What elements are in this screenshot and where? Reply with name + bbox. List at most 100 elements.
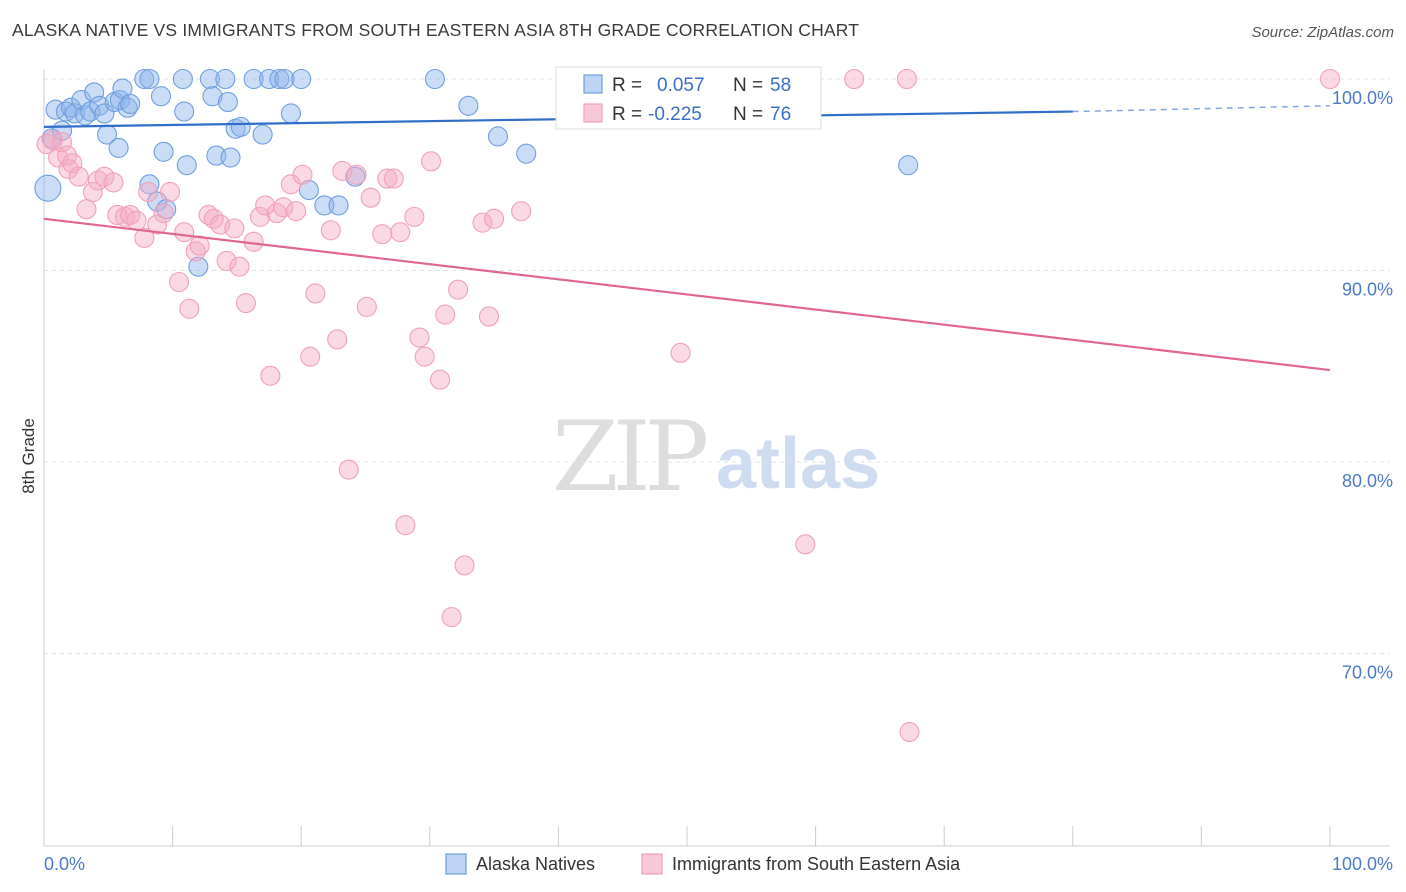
point-immigrants bbox=[404, 206, 425, 227]
watermark: ZIP atlas bbox=[552, 401, 880, 513]
point-alaska-natives bbox=[108, 137, 129, 158]
y-tick-label: 100.0% bbox=[1332, 88, 1393, 108]
y-tick-label: 80.0% bbox=[1342, 471, 1393, 491]
point-immigrants bbox=[896, 68, 917, 90]
point-immigrants bbox=[216, 250, 237, 271]
point-alaska-natives bbox=[898, 155, 919, 176]
point-immigrants bbox=[168, 271, 190, 293]
point-alaska-natives bbox=[217, 91, 238, 113]
legend: Alaska Natives Immigrants from South Eas… bbox=[445, 853, 961, 875]
point-immigrants bbox=[68, 166, 89, 187]
point-alaska-natives bbox=[202, 86, 223, 107]
point-alaska-natives bbox=[269, 68, 290, 90]
point-immigrants bbox=[430, 369, 451, 390]
legend-label-immigrants: Immigrants from South Eastern Asia bbox=[672, 854, 961, 874]
stats-r-value: -0.225 bbox=[648, 104, 702, 125]
stats-swatch-blue bbox=[583, 74, 603, 94]
point-alaska-natives bbox=[424, 68, 445, 90]
trend-line-alaska-natives-extension bbox=[1072, 105, 1331, 113]
point-immigrants bbox=[292, 164, 313, 185]
point-alaska-natives bbox=[298, 180, 319, 201]
point-alaska-natives bbox=[94, 103, 115, 124]
point-immigrants bbox=[448, 279, 469, 300]
axes bbox=[43, 70, 1390, 847]
point-immigrants bbox=[511, 201, 532, 222]
stats-n-label: N = bbox=[733, 75, 763, 96]
point-immigrants bbox=[224, 218, 245, 239]
y-axis-label: 8th Grade bbox=[19, 418, 38, 494]
stats-n-value: 76 bbox=[770, 104, 791, 125]
point-immigrants bbox=[153, 203, 174, 224]
point-alaska-natives bbox=[258, 68, 280, 90]
point-immigrants bbox=[36, 134, 57, 155]
point-immigrants bbox=[273, 197, 294, 218]
point-immigrants bbox=[174, 222, 195, 243]
point-immigrants bbox=[120, 204, 141, 226]
point-alaska-natives bbox=[487, 126, 509, 147]
point-immigrants bbox=[82, 181, 103, 203]
point-immigrants bbox=[844, 68, 865, 90]
point-immigrants bbox=[126, 210, 147, 231]
point-immigrants bbox=[203, 208, 224, 229]
point-immigrants bbox=[320, 220, 341, 241]
point-alaska-natives bbox=[252, 124, 273, 145]
point-alaska-natives bbox=[291, 68, 312, 90]
point-immigrants bbox=[383, 168, 404, 189]
point-alaska-natives bbox=[139, 174, 160, 195]
point-immigrants bbox=[795, 534, 816, 555]
stats-swatch-pink bbox=[583, 103, 603, 123]
point-alaska-natives bbox=[199, 68, 220, 90]
point-immigrants bbox=[377, 168, 398, 189]
stats-n-label: N = bbox=[733, 104, 763, 125]
point-immigrants bbox=[87, 170, 109, 191]
point-immigrants bbox=[338, 459, 359, 480]
point-alaska-natives bbox=[314, 195, 335, 216]
point-alaska-natives bbox=[274, 68, 295, 90]
point-immigrants bbox=[390, 222, 411, 243]
chart-source: Source: ZipAtlas.com bbox=[1251, 24, 1394, 41]
point-immigrants bbox=[305, 283, 326, 304]
point-immigrants bbox=[103, 172, 124, 193]
chart-title: ALASKA NATIVE VS IMMIGRANTS FROM SOUTH E… bbox=[12, 20, 860, 40]
point-immigrants bbox=[346, 164, 367, 185]
point-immigrants bbox=[286, 201, 307, 222]
point-alaska-natives bbox=[84, 82, 105, 103]
watermark-zip: ZIP bbox=[552, 401, 707, 513]
y-tick-label: 70.0% bbox=[1342, 663, 1393, 683]
stats-r-value: 0.057 bbox=[657, 75, 705, 96]
point-immigrants bbox=[260, 365, 281, 386]
stats-r-label: R = bbox=[612, 75, 642, 96]
point-immigrants bbox=[235, 293, 256, 314]
stats-box: R = 0.057 N = 58 R = -0.225 N = 76 bbox=[555, 66, 822, 130]
point-immigrants bbox=[159, 181, 181, 203]
point-immigrants bbox=[255, 195, 276, 216]
gridlines bbox=[44, 78, 1390, 654]
point-alaska-natives bbox=[64, 103, 85, 124]
data-points bbox=[34, 68, 1341, 743]
stats-n-value: 58 bbox=[770, 75, 791, 96]
point-alaska-natives bbox=[156, 199, 177, 220]
point-immigrants bbox=[360, 187, 381, 208]
x-tick-labels: 0.0% 100.0% bbox=[44, 854, 1393, 874]
point-alaska-natives bbox=[34, 174, 62, 202]
point-immigrants bbox=[147, 214, 168, 235]
point-alaska-natives bbox=[172, 68, 193, 90]
legend-label-alaska-natives: Alaska Natives bbox=[476, 854, 595, 874]
point-immigrants bbox=[435, 304, 456, 325]
point-alaska-natives bbox=[230, 116, 251, 137]
point-alaska-natives bbox=[139, 68, 160, 90]
point-immigrants bbox=[414, 346, 435, 367]
trend-line-immigrants bbox=[43, 217, 1331, 372]
point-immigrants bbox=[62, 153, 83, 174]
point-immigrants bbox=[1319, 68, 1341, 90]
point-immigrants bbox=[899, 721, 920, 743]
point-immigrants bbox=[472, 212, 493, 233]
point-immigrants bbox=[395, 515, 416, 536]
point-immigrants bbox=[441, 607, 462, 628]
point-immigrants bbox=[670, 342, 691, 363]
point-immigrants bbox=[409, 327, 430, 348]
point-immigrants bbox=[249, 206, 271, 227]
point-alaska-natives bbox=[215, 68, 236, 90]
point-alaska-natives bbox=[188, 256, 209, 277]
point-alaska-natives bbox=[280, 103, 301, 124]
